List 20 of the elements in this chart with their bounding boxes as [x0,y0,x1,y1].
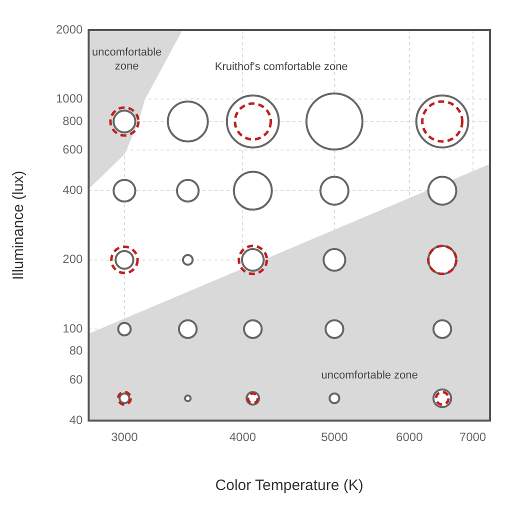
y-axis-title: Illuminance (lux) [10,170,28,280]
y-tick-label: 600 [62,142,84,157]
y-tick-label: 400 [62,183,84,198]
y-tick-label: 40 [69,412,84,427]
x-tick-label: 7000 [459,430,486,444]
y-tick-label: 60 [69,372,84,386]
x-tick-label: 3000 [111,430,138,444]
x-tick-label: 6000 [396,430,424,444]
y-tick-label: 1000 [56,92,84,106]
y-tick-label: 2000 [56,22,84,36]
y-tick-label: 800 [62,114,84,128]
x-axis-title: Color Temperature (K) [215,477,364,494]
y-tick-label: 80 [69,344,84,358]
y-tick-label: 100 [62,321,84,336]
annotation: Kruithof's comfortable zone [214,61,348,74]
y-tick-label: 200 [62,252,84,266]
annotation: uncomfortable zone [92,46,162,72]
x-tick-label: 4000 [229,430,256,444]
x-tick-label: 5000 [321,430,348,444]
annotation: uncomfortable zone [321,370,418,382]
